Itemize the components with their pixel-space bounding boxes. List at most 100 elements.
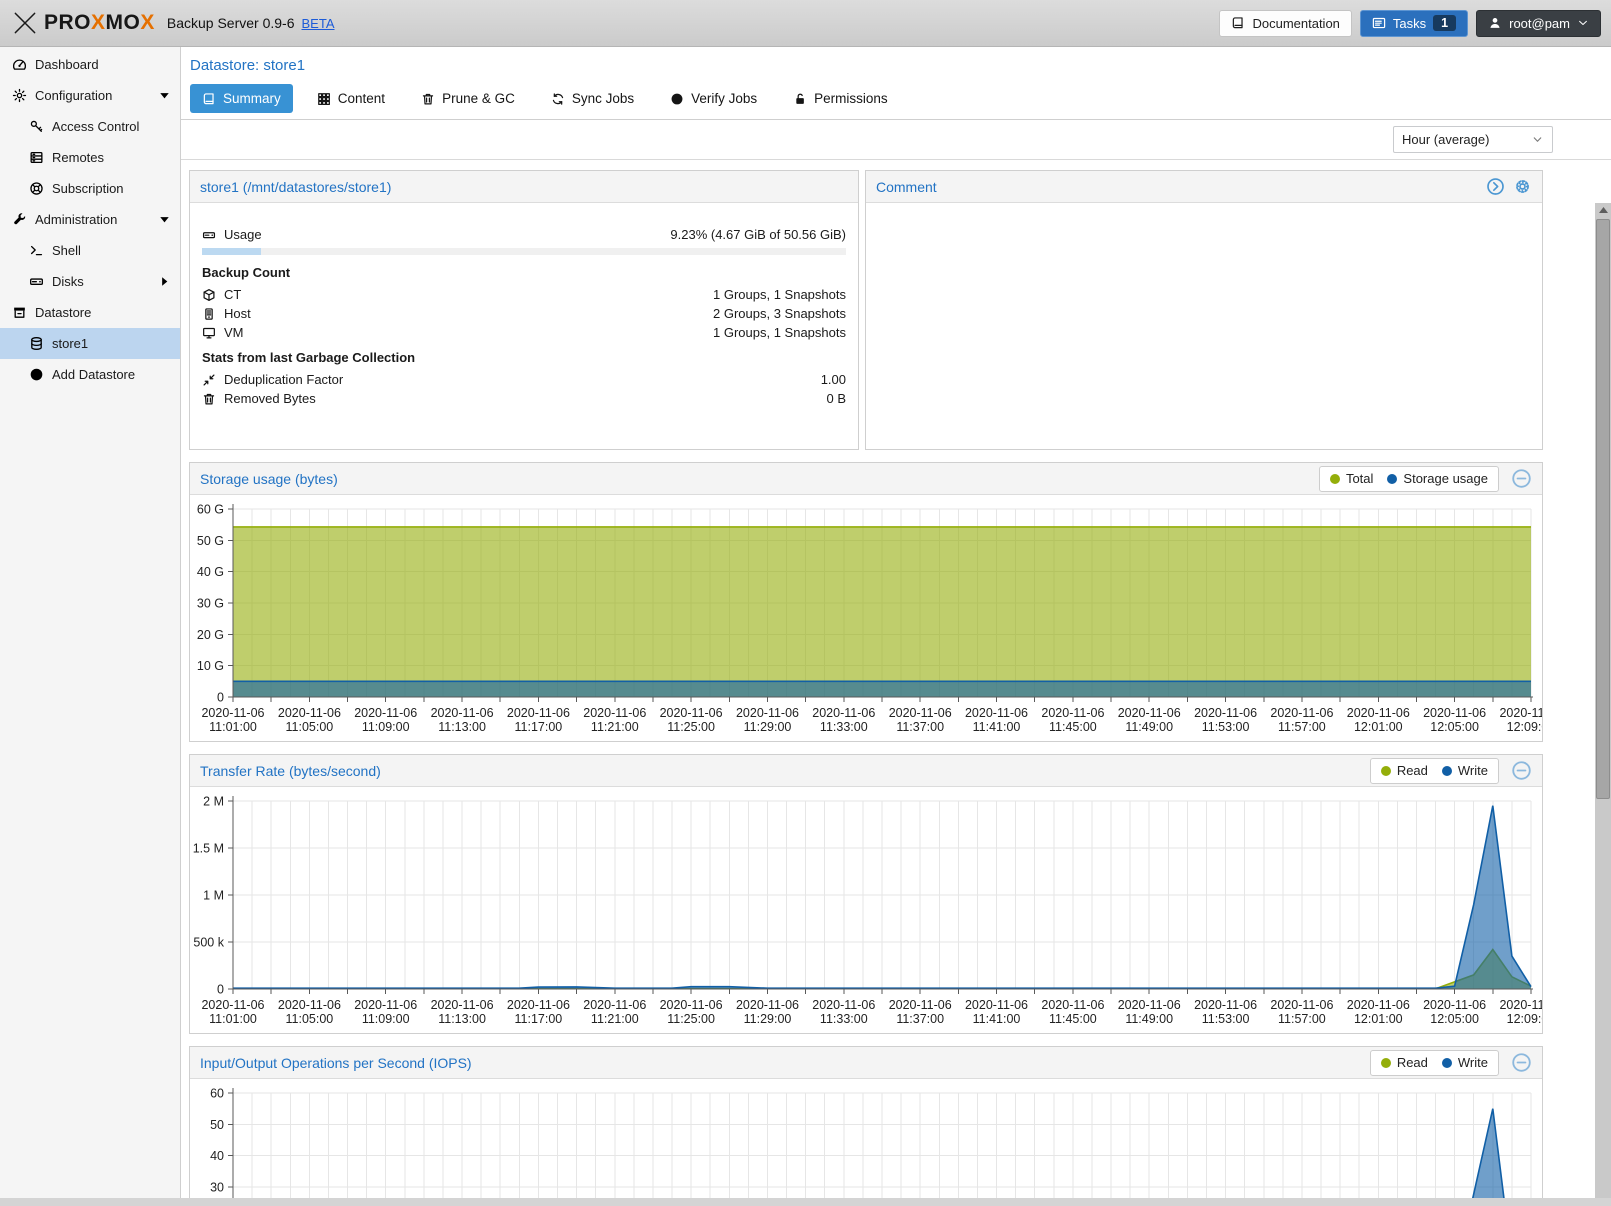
brand-segment: MO: [106, 11, 141, 34]
host-icon: [202, 307, 216, 321]
legend-item-total[interactable]: Total: [1330, 471, 1373, 486]
svg-text:40: 40: [210, 1149, 224, 1163]
svg-text:2020-11-06: 2020-11-06: [583, 998, 646, 1012]
tab-sync-jobs[interactable]: Sync Jobs: [539, 84, 646, 113]
expand-circle-chevron-icon[interactable]: [1486, 177, 1505, 196]
datastore-panel-body: Usage 9.23% (4.67 GiB of 50.56 GiB) Back…: [190, 203, 858, 408]
tab-content[interactable]: Content: [305, 84, 397, 113]
scrollbar-up-arrow[interactable]: [1595, 203, 1611, 217]
caret-right-icon[interactable]: [157, 274, 172, 289]
sidebar-item-access-control[interactable]: Access Control: [0, 111, 180, 142]
comment-panel-body[interactable]: [866, 203, 1542, 449]
sidebar-item-label: Configuration: [35, 88, 112, 103]
tab-summary[interactable]: Summary: [190, 84, 293, 113]
tasks-button[interactable]: Tasks 1: [1360, 10, 1468, 37]
collapse-circle-minus-icon[interactable]: [1511, 1052, 1532, 1073]
transfer-rate-panel: Transfer Rate (bytes/second)ReadWrite050…: [189, 754, 1543, 1034]
stat-label: VM: [224, 325, 244, 340]
stat-label: Host: [224, 306, 251, 321]
chevron-down-icon: [1577, 17, 1589, 29]
iops-panel-title: Input/Output Operations per Second (IOPS…: [200, 1055, 472, 1071]
product-version: Backup Server 0.9-6: [167, 15, 295, 31]
svg-text:2020-11-06: 2020-11-06: [1499, 706, 1542, 720]
sidebar-item-shell[interactable]: Shell: [0, 235, 180, 266]
svg-text:500 k: 500 k: [193, 936, 224, 950]
tab-label: Verify Jobs: [691, 91, 757, 106]
caret-down-icon[interactable]: [157, 212, 172, 227]
add-icon: [29, 367, 44, 382]
svg-text:11:33:00: 11:33:00: [820, 720, 868, 734]
sidebar-item-disks[interactable]: Disks: [0, 266, 180, 297]
beta-link[interactable]: BETA: [302, 16, 335, 31]
legend-item-storage-usage[interactable]: Storage usage: [1387, 471, 1488, 486]
sidebar-item-administration[interactable]: Administration: [0, 204, 180, 235]
sidebar-item-datastore[interactable]: Datastore: [0, 297, 180, 328]
access-control-icon: [29, 119, 44, 134]
sync-icon: [551, 92, 565, 106]
svg-text:2020-11-06: 2020-11-06: [507, 998, 570, 1012]
user-icon: [1488, 16, 1502, 30]
vm-icon: [202, 326, 216, 340]
usage-progress-bar: [202, 248, 846, 255]
svg-text:12:09:00: 12:09:00: [1507, 1012, 1542, 1026]
svg-text:0: 0: [217, 691, 224, 705]
tab-permissions[interactable]: Permissions: [781, 84, 900, 113]
svg-text:2020-11-06: 2020-11-06: [736, 998, 799, 1012]
stat-row-host: Host2 Groups, 3 Snapshots: [202, 304, 846, 323]
chart-legend: Read Write: [1370, 1050, 1499, 1076]
brand-segment: X: [91, 11, 106, 34]
svg-text:11:09:00: 11:09:00: [362, 720, 410, 734]
svg-text:2020-11-06: 2020-11-06: [1194, 706, 1257, 720]
usage-label: Usage: [224, 227, 262, 242]
sidebar-item-store1[interactable]: store1: [0, 328, 180, 359]
backup-count-rows: CT1 Groups, 1 SnapshotsHost2 Groups, 3 S…: [202, 285, 846, 342]
tab-verify-jobs[interactable]: Verify Jobs: [658, 84, 769, 113]
sidebar-item-label: Disks: [52, 274, 84, 289]
user-menu-button[interactable]: root@pam: [1476, 10, 1601, 37]
svg-text:11:45:00: 11:45:00: [1049, 720, 1097, 734]
scrollbar-thumb[interactable]: [1596, 219, 1610, 799]
svg-text:12:05:00: 12:05:00: [1430, 720, 1479, 734]
documentation-button[interactable]: Documentation: [1219, 10, 1351, 37]
collapse-circle-minus-icon[interactable]: [1511, 468, 1532, 489]
collapse-circle-minus-icon[interactable]: [1511, 760, 1532, 781]
time-range-select[interactable]: Hour (average): [1393, 126, 1553, 153]
sidebar-item-add-datastore[interactable]: Add Datastore: [0, 359, 180, 390]
svg-text:11:13:00: 11:13:00: [438, 1012, 486, 1026]
stat-row-ct: CT1 Groups, 1 Snapshots: [202, 285, 846, 304]
sidebar-item-label: Add Datastore: [52, 367, 135, 382]
svg-text:2020-11-06: 2020-11-06: [889, 998, 952, 1012]
sidebar-item-subscription[interactable]: Subscription: [0, 173, 180, 204]
sidebar-item-dashboard[interactable]: Dashboard: [0, 49, 180, 80]
sidebar-item-label: Remotes: [52, 150, 104, 165]
legend-item-read[interactable]: Read: [1381, 1055, 1428, 1070]
svg-text:20 G: 20 G: [197, 628, 224, 642]
datastore-summary-panel: store1 (/mnt/datastores/store1) Usage 9.…: [189, 170, 859, 450]
legend-item-write[interactable]: Write: [1442, 763, 1488, 778]
tab-bar: Summary Content Prune & GC Sync Jobs Verify …: [181, 74, 1611, 120]
stat-label: Removed Bytes: [224, 391, 316, 406]
tab-prune-gc[interactable]: Prune & GC: [409, 84, 527, 113]
svg-text:2020-11-06: 2020-11-06: [1423, 998, 1486, 1012]
legend-item-write[interactable]: Write: [1442, 1055, 1488, 1070]
vertical-scrollbar[interactable]: [1595, 203, 1611, 1206]
caret-down-icon[interactable]: [157, 88, 172, 103]
comment-panel-title: Comment: [876, 179, 937, 195]
stat-value: 1 Groups, 1 Snapshots: [713, 325, 846, 340]
svg-text:2020-11-06: 2020-11-06: [201, 706, 264, 720]
app-body: Dashboard Configuration Access Control Remo…: [0, 47, 1611, 1206]
stat-row-deduplication-factor: Deduplication Factor1.00: [202, 370, 846, 389]
storage-usage-panel-header: Storage usage (bytes)TotalStorage usage: [190, 463, 1542, 495]
book-icon: [202, 92, 216, 106]
sidebar-item-configuration[interactable]: Configuration: [0, 80, 180, 111]
legend-item-read[interactable]: Read: [1381, 763, 1428, 778]
transfer-rate-panel-title: Transfer Rate (bytes/second): [200, 763, 381, 779]
gear-icon[interactable]: [1513, 177, 1532, 196]
datastore-panel-title: store1 (/mnt/datastores/store1): [200, 179, 391, 195]
svg-text:2020-11-06: 2020-11-06: [1118, 706, 1181, 720]
iops-chart: 01020304050602020-11-0611:01:002020-11-0…: [190, 1079, 1542, 1206]
sidebar-item-remotes[interactable]: Remotes: [0, 142, 180, 173]
legend-label: Write: [1458, 1055, 1488, 1070]
svg-text:2020-11-06: 2020-11-06: [736, 706, 799, 720]
svg-text:11:53:00: 11:53:00: [1202, 1012, 1250, 1026]
